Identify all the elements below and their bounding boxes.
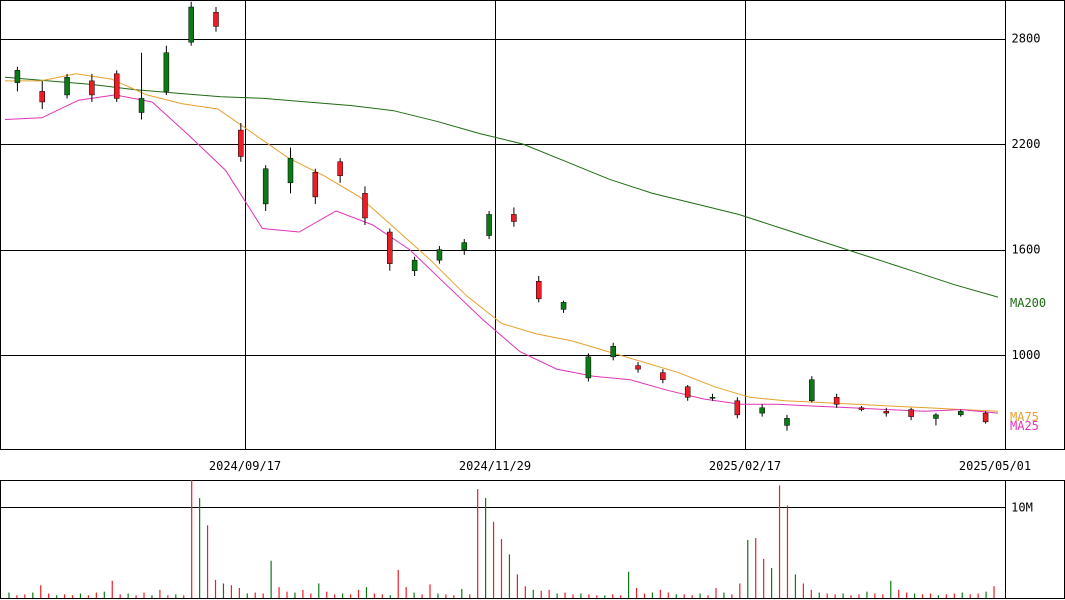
candle-body: [89, 80, 95, 96]
volume-bars: [8, 480, 995, 598]
candle-body: [958, 411, 964, 416]
moving-average-lines: [4, 73, 999, 414]
candle-body: [312, 172, 319, 198]
candle-body: [660, 372, 666, 380]
candle-body: [262, 168, 269, 205]
candle-body: [982, 412, 989, 423]
candle-body: [759, 407, 765, 414]
candle-body: [610, 346, 616, 358]
price-tick-label: 2200: [1012, 137, 1041, 151]
price-frame: [0, 0, 1065, 450]
date-axis-labels: 2024/09/17 2024/11/29 2025/02/17 2025/05/01: [209, 459, 1031, 473]
candle-body: [387, 231, 393, 264]
candle-body: [362, 193, 368, 219]
candle-body: [287, 157, 294, 184]
price-axis-labels: 1000 1600 2200 2800: [1012, 32, 1041, 362]
candle-body: [64, 77, 70, 96]
candle-body: [238, 129, 244, 157]
candle-body: [14, 70, 21, 83]
candle-body: [213, 12, 219, 27]
candle-body: [411, 259, 418, 271]
candle-body: [188, 6, 194, 43]
ma200-line: [4, 76, 999, 298]
candle-body: [163, 52, 170, 92]
candle-body: [560, 302, 567, 310]
candle-body: [461, 242, 468, 250]
candle-body: [337, 161, 343, 177]
candle-body: [734, 400, 741, 416]
ma75-line: [5, 73, 999, 412]
candle-body: [436, 249, 443, 261]
candle-body: [883, 411, 890, 414]
candle-body: [535, 281, 542, 300]
candle-body: [486, 214, 492, 236]
price-tick-label: 2800: [1012, 32, 1041, 46]
date-tick-label: 2024/11/29: [459, 459, 531, 473]
candle-body: [684, 386, 691, 398]
volume-panel-grid: 10M: [0, 480, 1065, 599]
candle-body: [833, 397, 840, 405]
price-panel-grid: [0, 0, 1065, 450]
ma25-line: [4, 94, 999, 414]
candle-body: [39, 91, 45, 103]
candle-body: [933, 414, 939, 419]
candle-body: [113, 73, 120, 99]
ma200-label: MA200: [1010, 296, 1046, 310]
candle-body: [858, 407, 865, 410]
candle-body: [585, 356, 592, 379]
candle-body: [908, 409, 914, 417]
candle-body: [784, 418, 790, 426]
date-tick-label: 2025/02/17: [709, 459, 781, 473]
candle-body: [511, 214, 517, 222]
price-tick-label: 1000: [1012, 348, 1041, 362]
candle-body: [635, 365, 641, 370]
price-tick-label: 1600: [1012, 243, 1041, 257]
ma25-label: MA25: [1010, 419, 1039, 433]
volume-tick-label: 10M: [1011, 501, 1033, 515]
date-tick-label: 2024/09/17: [209, 459, 281, 473]
price-candles: [14, 1, 989, 431]
candle-body: [138, 98, 145, 113]
candle-body: [809, 379, 815, 402]
ma75-label: MA75: [1010, 410, 1039, 424]
candle-body: [709, 397, 716, 399]
volume-frame: [0, 480, 1065, 599]
date-tick-label: 2025/05/01: [959, 459, 1031, 473]
